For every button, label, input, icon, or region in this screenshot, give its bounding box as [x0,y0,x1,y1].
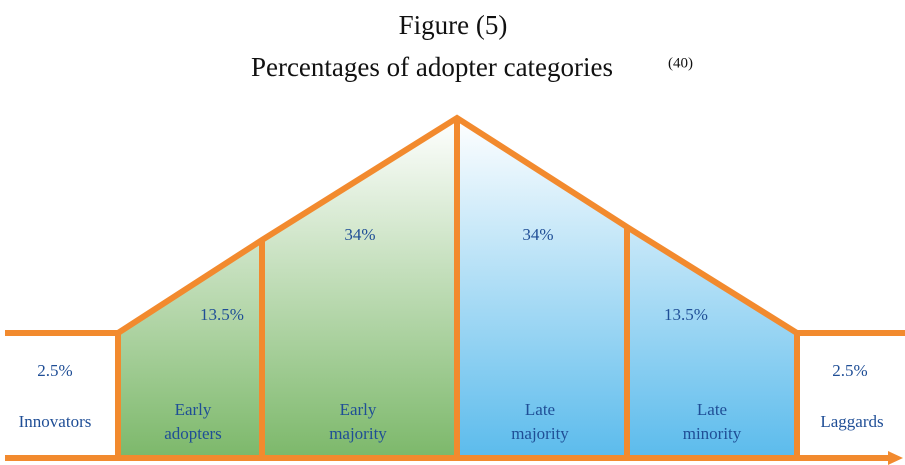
category-name: minority [683,424,742,443]
percent-label: 13.5% [200,305,244,324]
subtitle: Percentages of adopter categories [251,52,613,82]
labels: 2.5% Innovators 13.5% Early adopters 34% Early… [19,225,884,443]
green-area [118,118,457,458]
percent-label: 34% [344,225,375,244]
percent-label: 2.5% [832,361,867,380]
percent-label: 34% [522,225,553,244]
category-name: Early [340,400,377,419]
category-name: Laggards [820,412,883,431]
category-name: majority [329,424,387,443]
category-name: Early [175,400,212,419]
category-name: Late [697,400,727,419]
curve [5,114,905,461]
category-name: Late [525,400,555,419]
title: Figure (5) [399,10,508,40]
citation: (40) [668,55,693,71]
category-name: Innovators [19,412,92,431]
percent-label: 2.5% [37,361,72,380]
percent-label: 13.5% [664,305,708,324]
category-name: majority [511,424,569,443]
category-name: adopters [164,424,222,443]
arrowhead [888,451,903,465]
